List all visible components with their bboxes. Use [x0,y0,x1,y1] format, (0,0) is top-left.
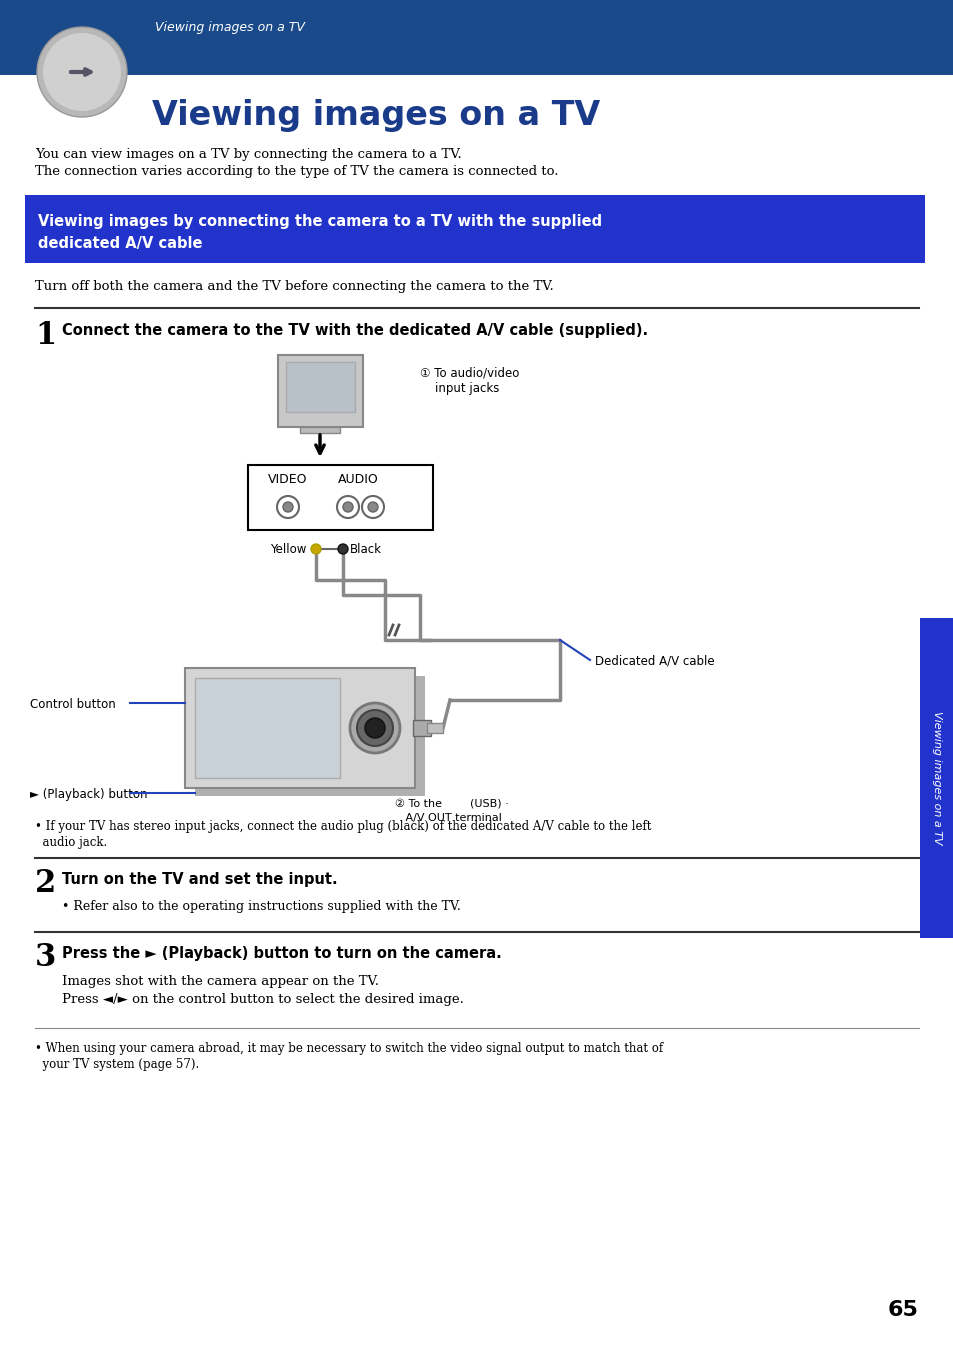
Text: Press the ► (Playback) button to turn on the camera.: Press the ► (Playback) button to turn on… [62,946,501,961]
Text: You can view images on a TV by connecting the camera to a TV.: You can view images on a TV by connectin… [35,148,461,161]
Text: Yellow: Yellow [270,543,306,556]
Text: AUDIO: AUDIO [337,474,378,486]
Circle shape [365,718,385,738]
Text: 1: 1 [35,320,56,351]
Text: Turn off both the camera and the TV before connecting the camera to the TV.: Turn off both the camera and the TV befo… [35,280,553,293]
Text: Control button: Control button [30,697,115,711]
Text: Black: Black [350,543,381,556]
Bar [427,723,442,733]
Bar [413,721,431,735]
Bar [0,0,953,75]
Text: A/V OUT terminal: A/V OUT terminal [395,813,501,822]
Circle shape [356,710,393,746]
Text: Press ◄/► on the control button to select the desired image.: Press ◄/► on the control button to selec… [62,993,463,1006]
Text: 65: 65 [887,1300,918,1320]
Text: 2: 2 [35,868,56,898]
Text: 3: 3 [35,942,56,973]
Text: The connection varies according to the type of TV the camera is connected to.: The connection varies according to the t… [35,166,558,178]
Text: ② To the        (USB) ·: ② To the (USB) · [395,798,508,807]
Bar [25,195,924,263]
Text: Dedicated A/V cable: Dedicated A/V cable [595,655,714,668]
Circle shape [343,502,353,512]
Text: • When using your camera abroad, it may be necessary to switch the video signal : • When using your camera abroad, it may … [35,1042,662,1054]
Text: input jacks: input jacks [419,383,498,395]
Bar [277,356,363,427]
Bar [0,75,953,130]
Ellipse shape [37,27,127,117]
Text: • If your TV has stereo input jacks, connect the audio plug (black) of the dedic: • If your TV has stereo input jacks, con… [35,820,651,833]
Text: your TV system (page 57).: your TV system (page 57). [35,1058,199,1071]
Bar [185,668,415,788]
Bar [194,678,339,778]
Text: Viewing images on a TV: Viewing images on a TV [152,99,599,132]
Circle shape [283,502,293,512]
Text: Viewing images on a TV: Viewing images on a TV [154,22,305,34]
Bar [299,427,339,433]
Bar [194,676,424,797]
Circle shape [368,502,377,512]
Text: audio jack.: audio jack. [35,836,107,849]
Ellipse shape [43,33,121,111]
Text: Images shot with the camera appear on the TV.: Images shot with the camera appear on th… [62,974,378,988]
Text: VIDEO: VIDEO [268,474,307,486]
Bar [248,465,433,531]
Text: ► (Playback) button: ► (Playback) button [30,788,148,801]
Bar [919,617,953,938]
Text: Connect the camera to the TV with the dedicated A/V cable (supplied).: Connect the camera to the TV with the de… [62,323,647,338]
Text: Turn on the TV and set the input.: Turn on the TV and set the input. [62,873,337,887]
Text: • Refer also to the operating instructions supplied with the TV.: • Refer also to the operating instructio… [62,900,460,913]
Bar [286,362,355,413]
Text: Viewing images on a TV: Viewing images on a TV [931,711,941,845]
Circle shape [350,703,399,753]
Text: Viewing images by connecting the camera to a TV with the supplied
dedicated A/V : Viewing images by connecting the camera … [38,214,601,251]
Circle shape [311,544,320,554]
Text: ① To audio/video: ① To audio/video [419,366,518,380]
Circle shape [337,544,348,554]
